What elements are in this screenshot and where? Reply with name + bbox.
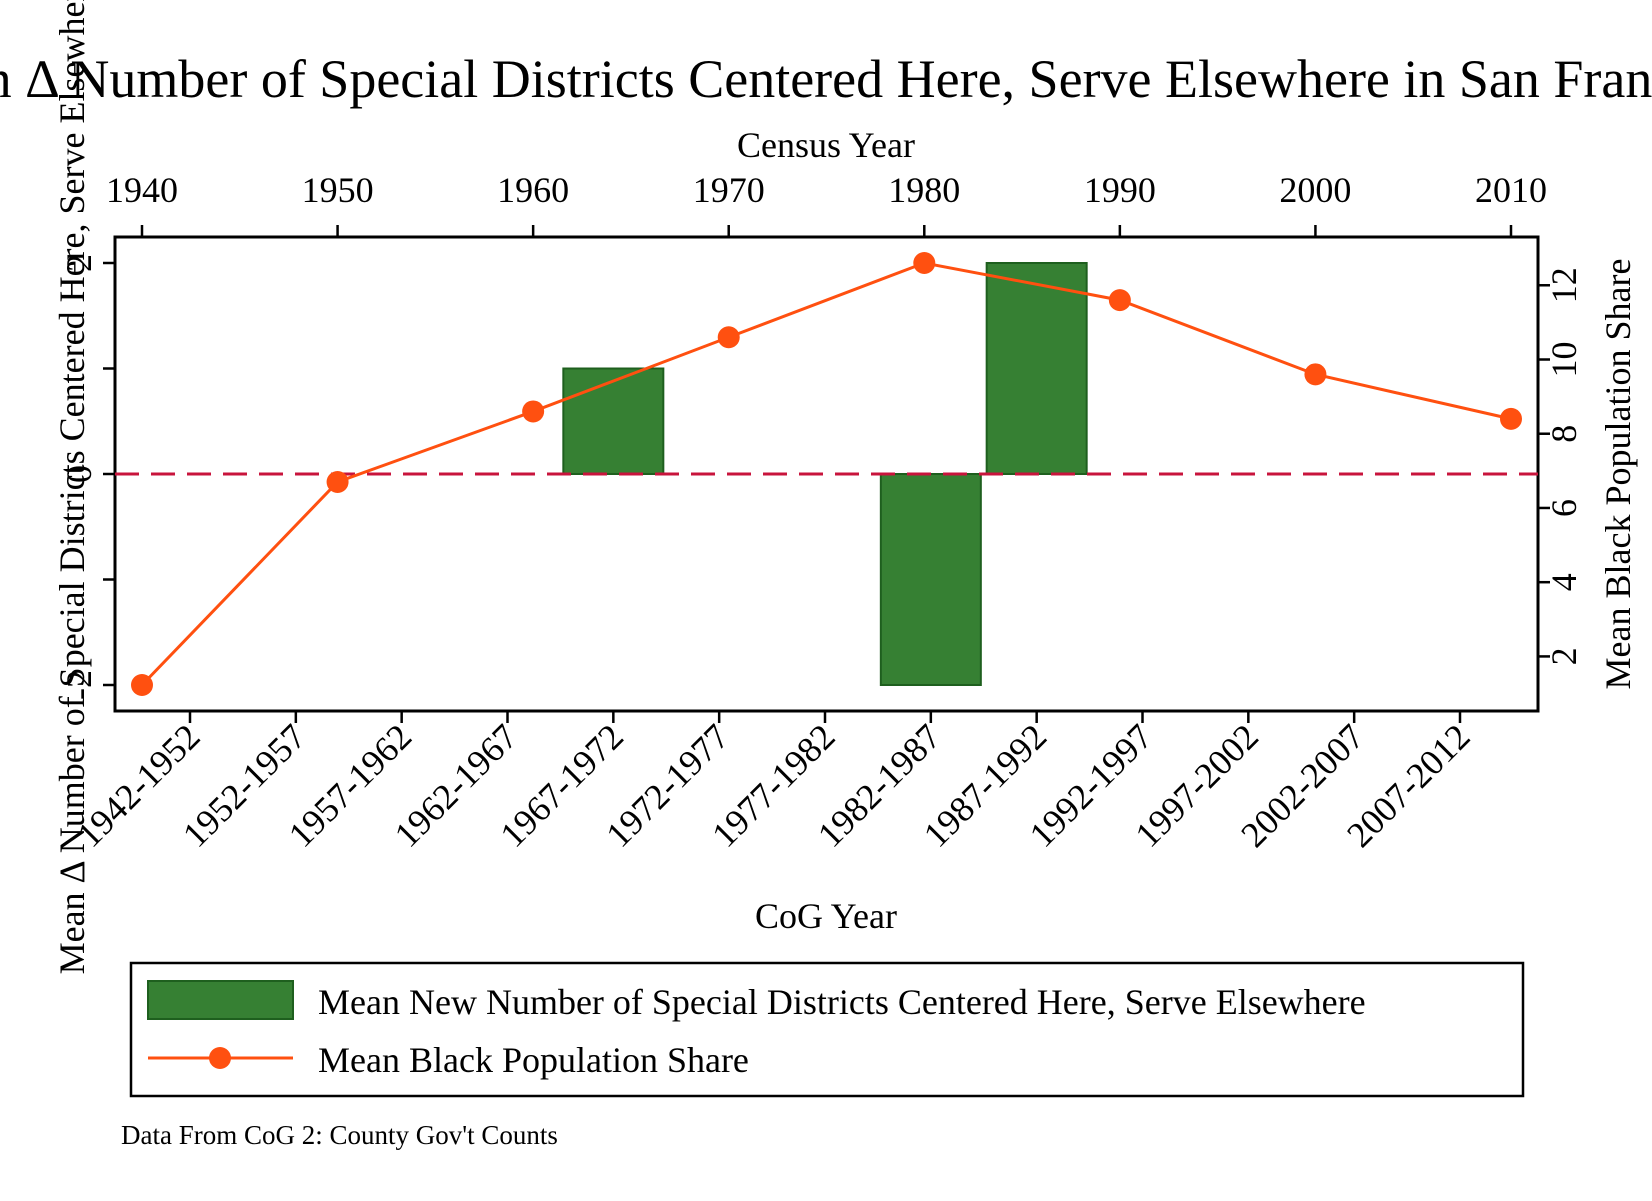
right-axis-ticks: 2 4 6 8 10 12 xyxy=(1538,267,1584,665)
top-tick-label-1990: 1990 xyxy=(1084,170,1156,210)
legend-frame xyxy=(129,961,1525,1098)
point-2000 xyxy=(1304,363,1327,386)
left-axis-ticks: -2 0 2 xyxy=(59,254,115,700)
top-tick-label-1970: 1970 xyxy=(693,170,765,210)
bars xyxy=(562,262,1088,686)
bar-1967-1972 xyxy=(562,367,665,475)
point-1950 xyxy=(326,470,349,493)
right-tick-label-12: 12 xyxy=(1544,267,1584,303)
point-1980 xyxy=(913,252,936,274)
point-1960 xyxy=(522,400,545,423)
chart-title: Mean Δ Number of Special Districts Cente… xyxy=(0,49,1652,109)
top-axis-label: Census Year xyxy=(737,125,915,165)
left-tick-label-0: 0 xyxy=(59,465,99,483)
right-tick-label-2: 2 xyxy=(1544,647,1584,665)
top-tick-label-1980: 1980 xyxy=(888,170,960,210)
right-tick-label-4: 4 xyxy=(1544,573,1584,591)
left-tick-label-2: 2 xyxy=(59,254,99,272)
top-tick-label-1960: 1960 xyxy=(497,170,569,210)
left-tick-label--2: -2 xyxy=(59,670,99,700)
bar-1982-1987 xyxy=(879,473,982,686)
legend-bar-swatch xyxy=(147,980,294,1020)
legend-bar-label: Mean New Number of Special Districts Cen… xyxy=(318,982,1366,1022)
line-series xyxy=(131,252,1522,696)
chart-note: Data From CoG 2: County Gov't Counts xyxy=(121,1120,558,1150)
legend-line-label: Mean Black Population Share xyxy=(318,1040,749,1080)
bar-1987-1992 xyxy=(985,262,1088,475)
right-tick-label-6: 6 xyxy=(1544,499,1584,517)
legend: Mean New Number of Special Districts Cen… xyxy=(129,961,1525,1098)
left-axis-label: Mean Δ Number of Special Districts Cente… xyxy=(52,0,92,974)
top-axis-ticks: 1940 1950 1960 1970 1980 1990 2000 2010 xyxy=(106,170,1547,237)
top-tick-label-1950: 1950 xyxy=(302,170,374,210)
point-2010 xyxy=(1500,407,1522,430)
right-tick-label-8: 8 xyxy=(1544,425,1584,443)
point-1940 xyxy=(131,674,153,696)
bottom-axis-label: CoG Year xyxy=(755,896,897,936)
point-1970 xyxy=(717,326,740,349)
top-tick-label-2010: 2010 xyxy=(1475,170,1547,210)
point-1990 xyxy=(1108,289,1131,312)
top-tick-label-2000: 2000 xyxy=(1279,170,1351,210)
bottom-axis-ticks: 1942-19521952-19571957-19621962-19671967… xyxy=(69,711,1478,855)
top-tick-label-1940: 1940 xyxy=(106,170,178,210)
right-axis-label: Mean Black Population Share xyxy=(1598,259,1638,690)
series-line xyxy=(140,261,1512,687)
right-tick-label-10: 10 xyxy=(1544,341,1584,377)
legend-line-marker xyxy=(209,1047,231,1069)
